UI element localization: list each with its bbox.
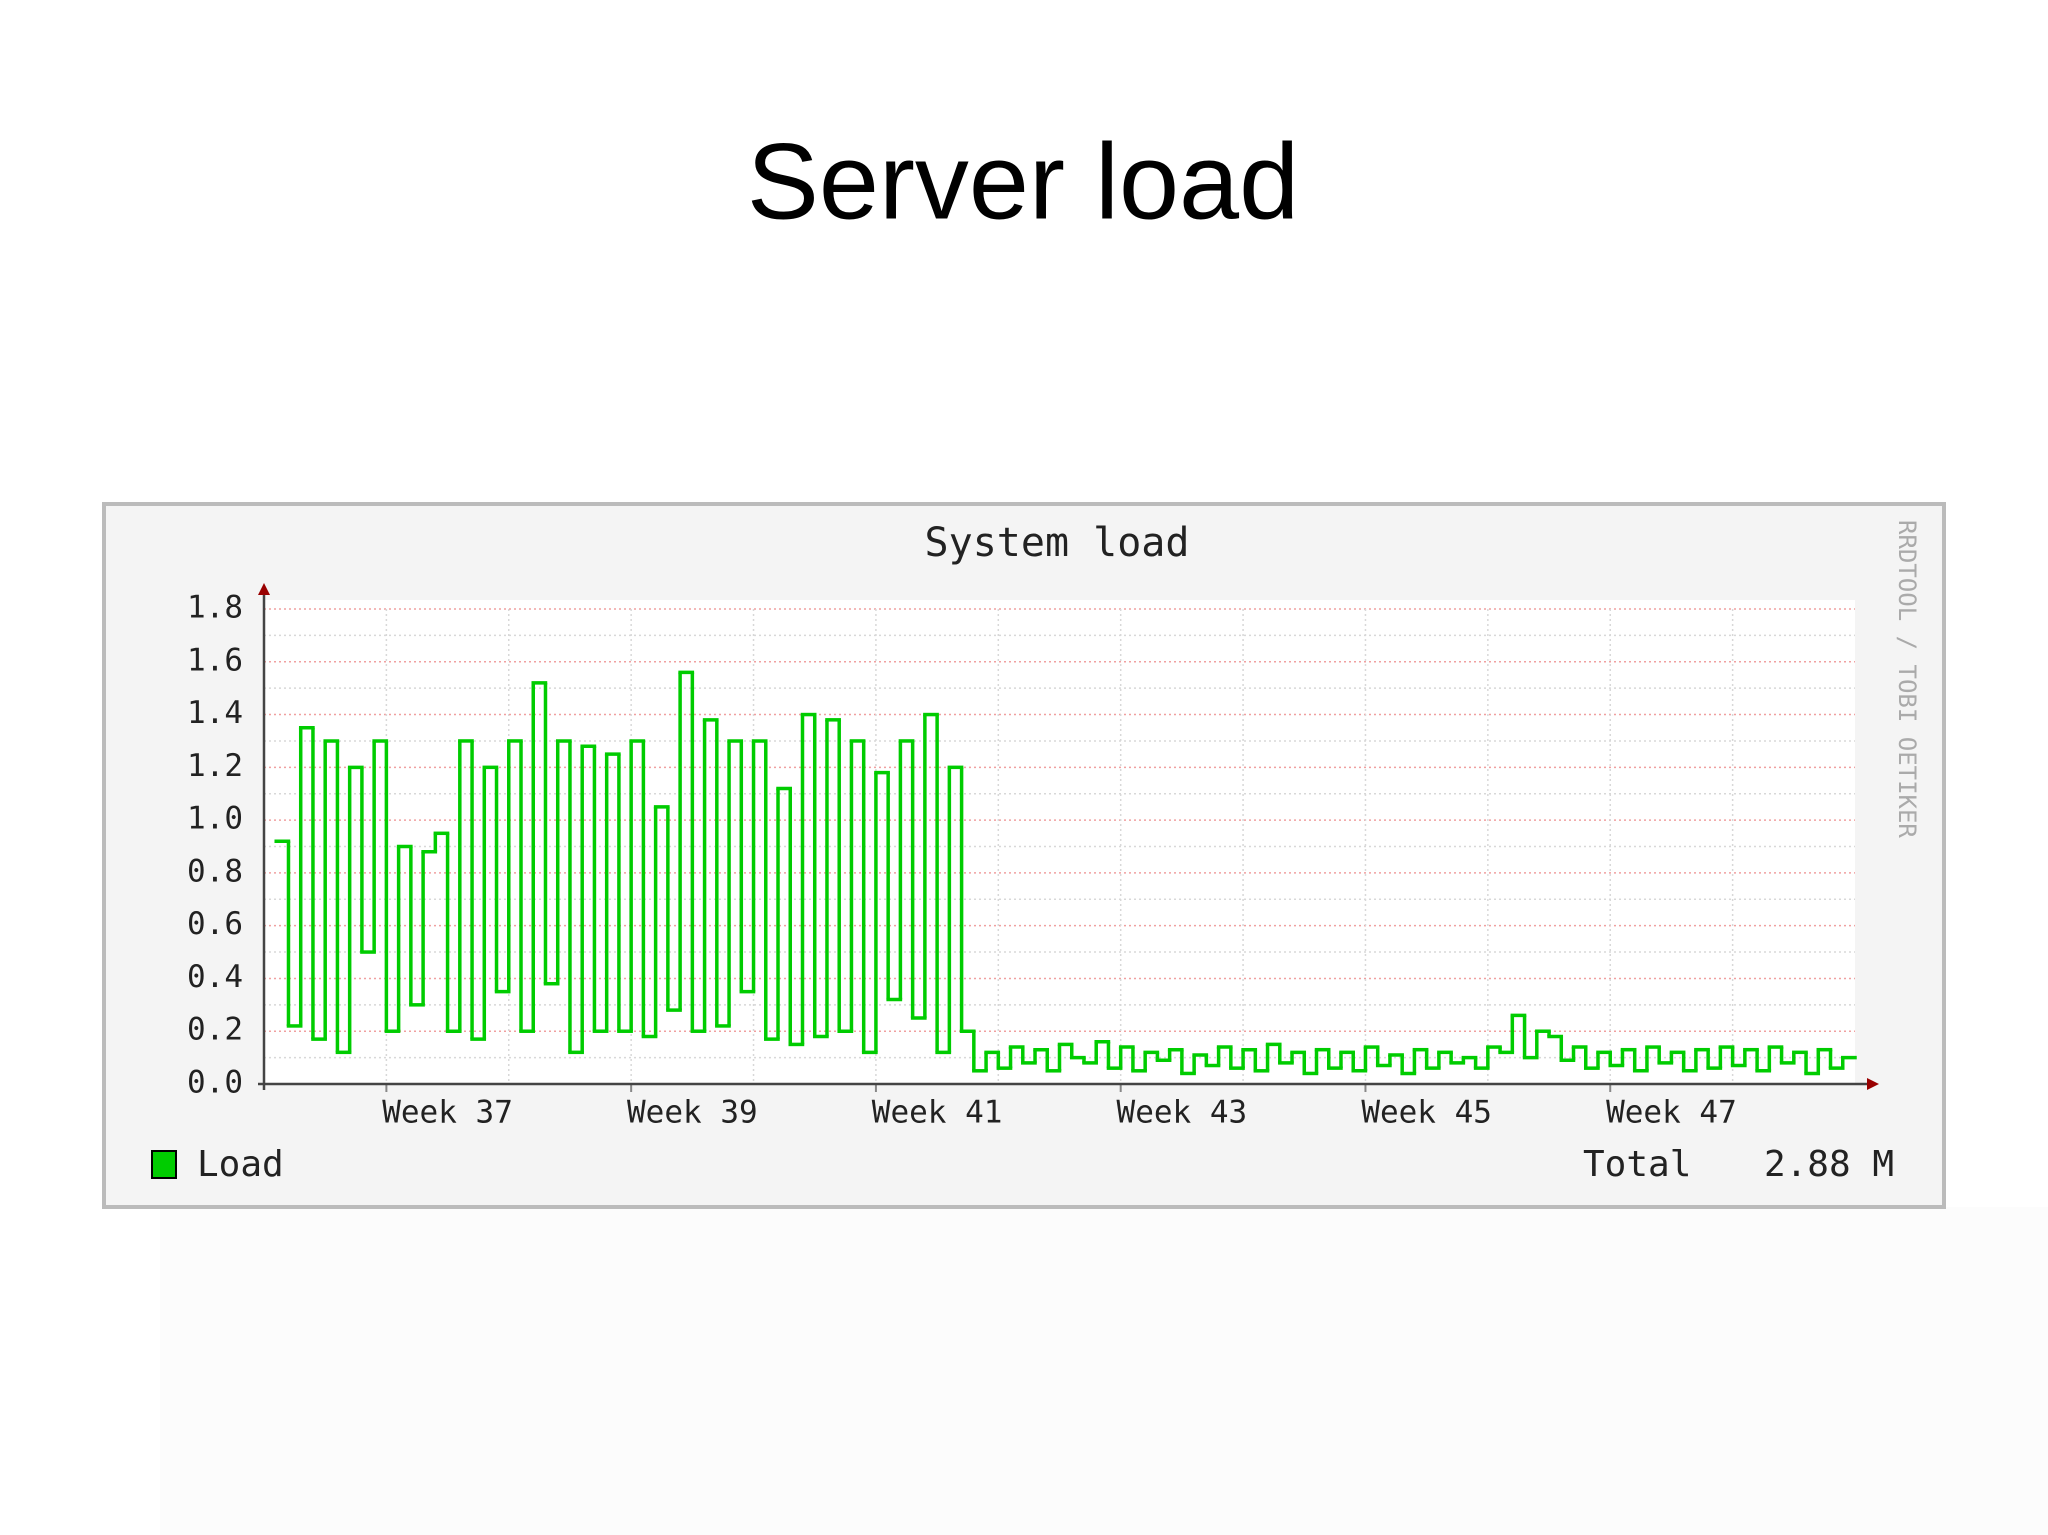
y-tick-label: 1.6 — [187, 642, 243, 678]
plot-area — [264, 600, 1855, 1084]
plot-layer: 0.0 0.2 0.4 0.6 0.8 1.0 1.2 1.4 1.6 1.8 Week 37 Wee… — [187, 583, 1879, 1131]
x-tick-label: Week 47 — [1606, 1095, 1737, 1131]
x-tick-label: Week 43 — [1117, 1095, 1248, 1131]
legend-swatch — [151, 1150, 177, 1179]
y-tick-label: 0.8 — [187, 853, 243, 889]
watermark: RRDTOOL / TOBI OETIKER — [1893, 520, 1921, 838]
y-tick-label: 0.6 — [187, 906, 243, 942]
x-tick-label: Week 45 — [1361, 1095, 1492, 1131]
slide-shade — [160, 1207, 2048, 1535]
y-tick-label: 1.4 — [187, 695, 243, 731]
axis-arrow — [1867, 1078, 1879, 1090]
y-tick-label: 0.0 — [187, 1065, 243, 1101]
axis-arrow — [258, 583, 270, 595]
y-tick-label: 0.4 — [187, 959, 243, 995]
y-tick-label: 1.8 — [187, 590, 243, 626]
legend-label: Load — [197, 1144, 284, 1185]
y-tick-label: 1.2 — [187, 748, 243, 784]
y-tick-label: 1.0 — [187, 801, 243, 837]
legend-total-value: 2.88 M — [1764, 1144, 1894, 1185]
legend-total-label: Total — [1583, 1144, 1691, 1185]
slide-title: Server load — [747, 121, 1299, 242]
y-tick-label: 0.2 — [187, 1012, 243, 1048]
chart-title: System load — [925, 520, 1190, 566]
x-tick-label: Week 41 — [872, 1095, 1003, 1131]
x-tick-label: Week 39 — [627, 1095, 758, 1131]
x-tick-label: Week 37 — [382, 1095, 513, 1131]
